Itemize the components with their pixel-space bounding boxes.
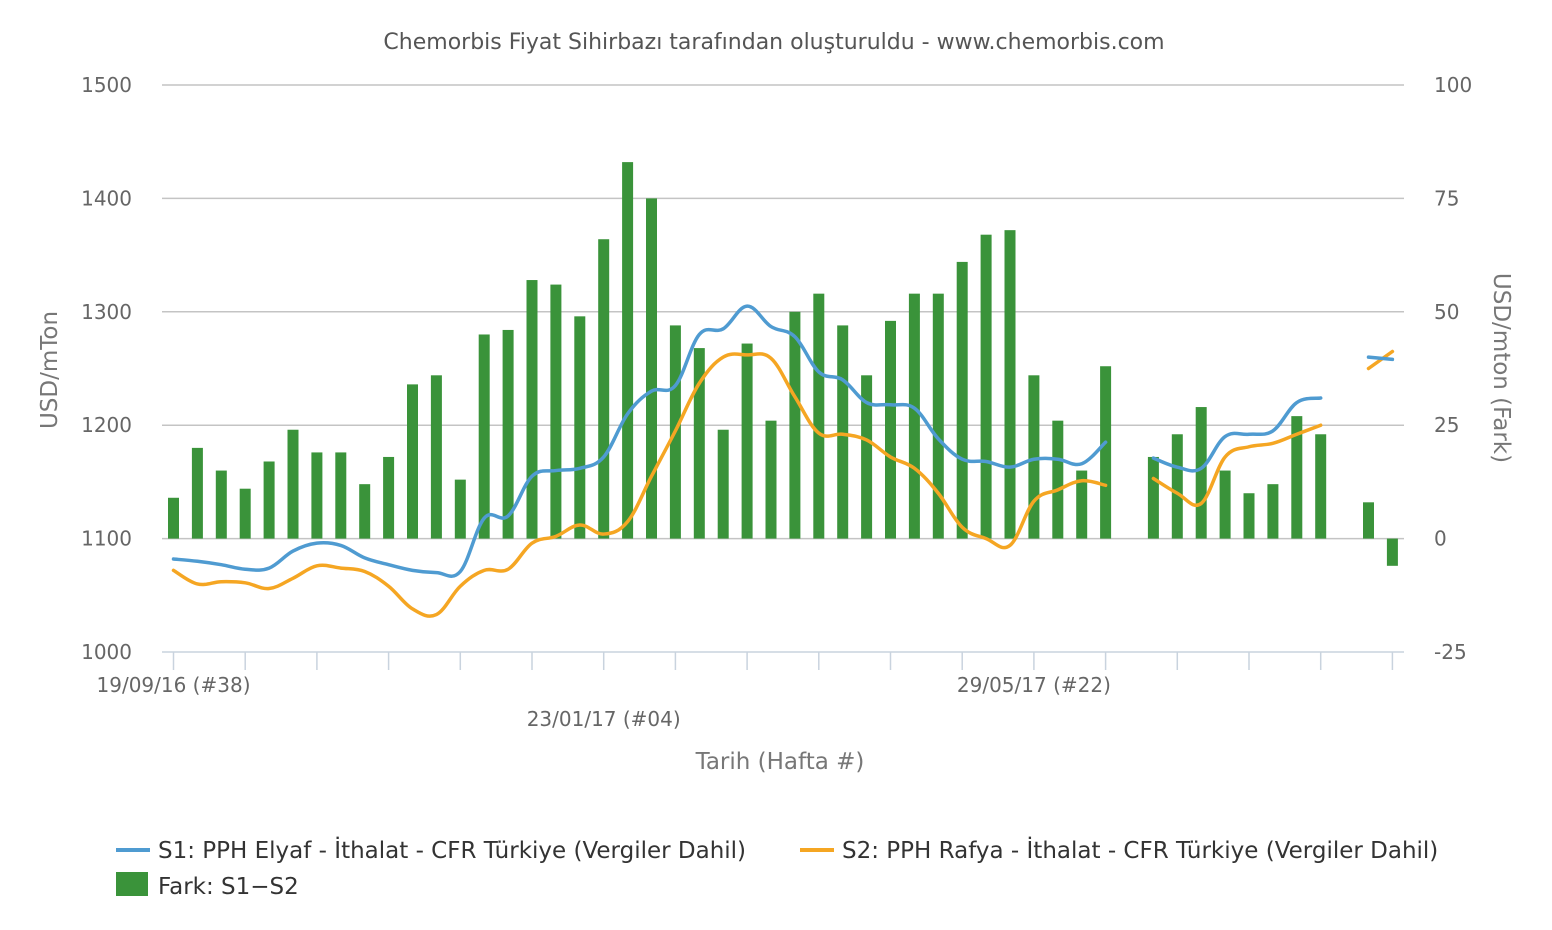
fark-bar	[502, 329, 514, 539]
fark-bar	[1291, 416, 1303, 539]
fark-bar	[1171, 434, 1183, 539]
fark-bar	[168, 497, 179, 539]
fark-bar	[1147, 456, 1159, 539]
legend-swatch-fark	[116, 872, 148, 896]
series-s2-line	[171, 352, 1108, 618]
x-axis: 19/09/16 (#38) 23/01/17 (#04) 29/05/17 (#2…	[97, 652, 1394, 731]
legend-label-s1: S1: PPH Elyaf - İthalat - CFR Türkiye (V…	[158, 836, 746, 864]
legend-item-s1[interactable]: S1: PPH Elyaf - İthalat - CFR Türkiye (V…	[116, 836, 746, 864]
fark-bar	[1386, 538, 1398, 566]
fark-bar	[263, 461, 275, 539]
left-tick-label: 1300	[81, 300, 132, 324]
fark-bar	[741, 343, 753, 539]
series-s1-line	[1151, 396, 1323, 473]
fark-bar	[1028, 375, 1040, 539]
price-lines	[171, 304, 1395, 618]
legend: S1: PPH Elyaf - İthalat - CFR Türkiye (V…	[116, 836, 1438, 900]
fark-bar	[861, 375, 873, 539]
x-tick-label: 19/09/16 (#38)	[97, 673, 251, 697]
fark-bar	[1363, 502, 1374, 539]
fark-bar	[980, 234, 992, 539]
legend-item-fark[interactable]: Fark: S1−S2	[116, 872, 299, 900]
left-tick-label: 1100	[81, 527, 132, 551]
fark-bar	[622, 162, 634, 539]
fark-bar	[430, 375, 442, 539]
fark-bar	[956, 261, 968, 539]
fark-bar	[717, 429, 729, 539]
left-tick-label: 1500	[81, 73, 132, 97]
fark-bar	[335, 452, 347, 539]
left-axis-ticks: 1500 1400 1300 1200 1100 1000	[81, 73, 132, 664]
fark-bar	[1195, 407, 1207, 539]
fark-bar	[550, 284, 562, 539]
legend-label-s2: S2: PPH Rafya - İthalat - CFR Türkiye (V…	[842, 836, 1438, 864]
fark-bar	[885, 320, 896, 539]
right-tick-label: 100	[1434, 73, 1472, 97]
fark-bar	[454, 479, 466, 539]
fark-bar	[693, 348, 705, 539]
fark-bar	[908, 293, 920, 539]
fark-bars	[168, 162, 1398, 566]
fark-bar	[765, 420, 777, 539]
fark-bar	[837, 325, 849, 539]
left-tick-label: 1200	[81, 413, 132, 437]
legend-item-s2[interactable]: S2: PPH Rafya - İthalat - CFR Türkiye (V…	[800, 836, 1438, 864]
left-tick-label: 1000	[81, 640, 132, 664]
y-axis-right-title: USD/mton (Fark)	[1488, 273, 1514, 463]
fark-bar	[574, 316, 586, 539]
fark-bar	[813, 293, 825, 539]
x-axis-title: Tarih (Hafta #)	[695, 749, 865, 775]
fark-bar	[1052, 420, 1064, 539]
fark-bar	[1243, 493, 1255, 539]
fark-bar	[1004, 230, 1016, 539]
fark-bar	[407, 384, 418, 539]
fark-bar	[1267, 484, 1279, 539]
fark-bar	[239, 488, 251, 539]
left-tick-label: 1400	[81, 186, 132, 210]
right-tick-label: 25	[1434, 413, 1459, 437]
fark-bar	[287, 429, 299, 539]
fark-bar	[526, 280, 538, 539]
series-s1-line	[1366, 355, 1395, 362]
fark-bar	[191, 447, 203, 539]
right-tick-label: 75	[1434, 186, 1459, 210]
fark-bar	[932, 293, 944, 539]
fark-bar	[1076, 470, 1088, 539]
series-s1-line	[171, 304, 1108, 578]
fark-bar	[215, 470, 227, 539]
legend-label-fark: Fark: S1−S2	[158, 874, 299, 900]
x-tick-label: 23/01/17 (#04)	[527, 707, 681, 731]
x-tick-label: 29/05/17 (#22)	[957, 673, 1111, 697]
y-axis-left-title: USD/mTon	[37, 311, 63, 429]
fark-bar	[311, 452, 323, 539]
right-tick-label: 50	[1434, 300, 1459, 324]
series-s2-line	[1151, 423, 1323, 507]
fark-bar	[383, 456, 395, 539]
fark-bar	[1219, 470, 1231, 539]
right-tick-label: -25	[1434, 640, 1467, 664]
chart-title: Chemorbis Fiyat Sihirbazı tarafından olu…	[383, 30, 1164, 55]
fark-bar	[1100, 366, 1112, 539]
fark-bar	[359, 484, 371, 539]
fark-bar	[789, 311, 801, 539]
fark-bar	[1315, 434, 1327, 539]
fark-bar	[598, 239, 610, 539]
right-tick-label: 0	[1434, 527, 1447, 551]
fark-bar	[478, 334, 490, 539]
fark-bar	[646, 198, 657, 539]
right-axis-ticks: 100 75 50 25 0 -25	[1434, 73, 1472, 664]
